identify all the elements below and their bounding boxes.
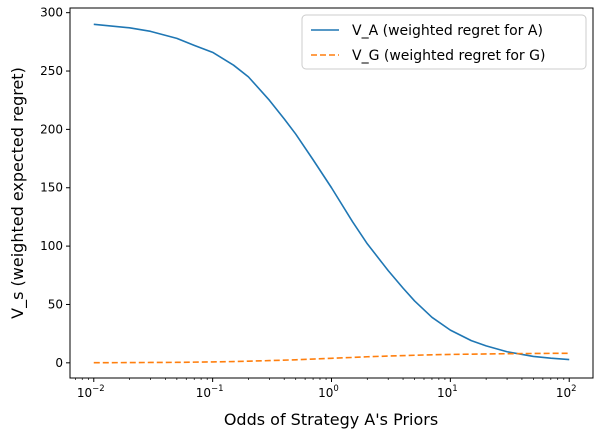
legend-box [301, 14, 587, 70]
x-tick-label: 10−1 [196, 384, 224, 400]
x-tick-label: 102 [556, 384, 577, 400]
series-line-v-g [93, 352, 570, 364]
series-line-v-a [93, 23, 570, 361]
plot-area: 10−2 10−1 100 101 102 0 50 100 150 200 250 300 [40, 6, 594, 400]
x-tick-label: 100 [318, 384, 339, 400]
legend-label-v-g: V_G (weighted regret for G) [352, 48, 545, 64]
y-tick-label: 150 [40, 181, 63, 195]
y-tick-label: 100 [40, 239, 63, 253]
y-axis-label: V_s (weighted expected regret) [8, 67, 28, 319]
legend: V_A (weighted regret for A) V_G (weighte… [301, 14, 587, 70]
legend-label-v-a: V_A (weighted regret for A) [352, 23, 543, 39]
y-tick-label: 50 [48, 297, 63, 311]
x-axis-ticks: 10−2 10−1 100 101 102 [75, 378, 577, 400]
y-tick-label: 250 [40, 64, 63, 78]
y-axis-ticks: 0 50 100 150 200 250 300 [40, 6, 70, 370]
y-tick-label: 300 [40, 6, 63, 20]
series-layer [93, 23, 570, 364]
x-axis-label: Odds of Strategy A's Priors [224, 410, 438, 429]
x-tick-label: 101 [437, 384, 458, 400]
y-tick-label: 200 [40, 122, 63, 136]
x-tick-label: 10−2 [77, 384, 105, 400]
y-tick-label: 0 [55, 356, 63, 370]
